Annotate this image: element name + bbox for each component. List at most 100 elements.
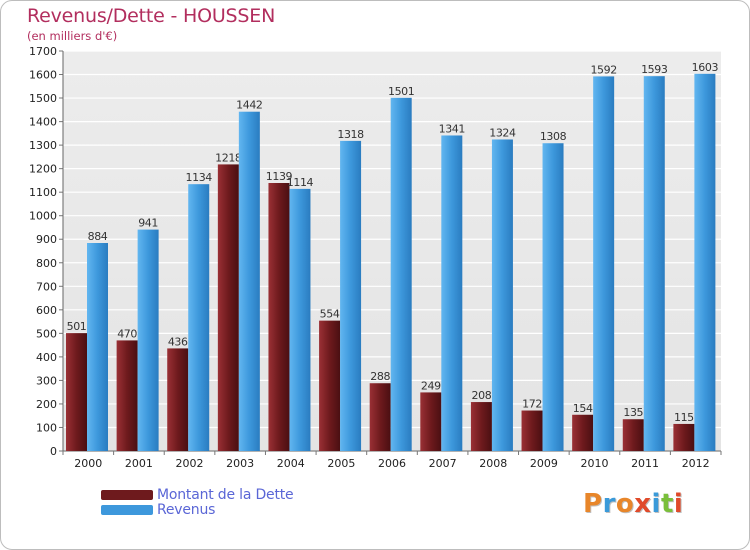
bar-revenus	[340, 140, 362, 451]
data-label-revenus: 884	[88, 230, 108, 243]
y-tick-label: 0	[50, 445, 57, 458]
bar-dette	[420, 392, 442, 451]
bar-revenus	[188, 184, 210, 452]
y-tick-label: 500	[36, 327, 57, 340]
data-label-dette: 154	[573, 402, 593, 415]
y-tick-label: 1300	[29, 139, 57, 152]
bar-revenus	[491, 139, 513, 451]
x-tick-label: 2007	[429, 457, 457, 470]
logo-letter: i	[651, 489, 661, 519]
y-tick-label: 400	[36, 351, 57, 364]
data-label-dette: 436	[168, 335, 188, 348]
proxiti-logo: Proxiti	[583, 489, 683, 519]
logo-letter: r	[602, 489, 616, 519]
y-tick-label: 1000	[29, 210, 57, 223]
y-tick-label: 1200	[29, 163, 57, 176]
legend-swatch-revenus	[101, 504, 153, 515]
bar-revenus	[137, 229, 159, 451]
bar-revenus	[289, 188, 311, 451]
data-label-revenus: 1308	[540, 130, 567, 143]
bar-dette	[622, 419, 644, 451]
bar-dette	[268, 183, 290, 451]
y-tick-label: 900	[36, 233, 57, 246]
y-tick-label: 800	[36, 257, 57, 270]
y-tick-label: 100	[36, 421, 57, 434]
y-tick-label: 300	[36, 374, 57, 387]
bar-dette	[521, 410, 543, 451]
y-tick-label: 600	[36, 304, 57, 317]
logo-letter: x	[634, 489, 652, 519]
logo-letter: o	[615, 489, 635, 519]
bar-dette	[673, 423, 695, 451]
logo-letter: i	[673, 489, 684, 519]
chart-subtitle: (en milliers d'€)	[27, 29, 118, 43]
data-label-revenus: 1592	[590, 63, 616, 76]
data-label-dette: 249	[421, 379, 441, 392]
data-label-revenus: 1318	[337, 128, 364, 141]
x-tick-label: 2005	[327, 457, 355, 470]
x-tick-label: 2008	[479, 457, 507, 470]
data-label-dette: 554	[320, 308, 340, 321]
data-label-dette: 135	[623, 406, 643, 419]
legend-item-revenus: Revenus	[101, 501, 216, 518]
y-tick-label: 1400	[29, 116, 57, 129]
x-tick-label: 2006	[378, 457, 406, 470]
x-tick-label: 2009	[530, 457, 558, 470]
x-tick-label: 2010	[580, 457, 608, 470]
legend-swatch-dette	[101, 489, 153, 500]
data-label-dette: 288	[370, 370, 390, 383]
data-label-revenus: 1442	[236, 99, 262, 112]
legend-item-dette: Montant de la Dette	[101, 486, 294, 503]
x-tick-label: 2004	[277, 457, 305, 470]
data-label-revenus: 1501	[388, 85, 414, 98]
bar-revenus	[593, 76, 615, 451]
y-tick-label: 1600	[29, 69, 57, 82]
y-tick-label: 700	[36, 280, 57, 293]
data-label-revenus: 1324	[489, 126, 516, 139]
logo-letter: P	[583, 489, 603, 519]
bar-revenus	[694, 73, 716, 451]
data-label-revenus: 1341	[439, 122, 465, 135]
data-label-dette: 208	[472, 389, 492, 402]
bar-dette	[470, 402, 492, 451]
y-tick-label: 1700	[29, 45, 57, 58]
bar-revenus	[87, 243, 108, 451]
legend-label-revenus: Revenus	[157, 501, 216, 518]
bar-dette	[319, 320, 341, 451]
chart-title: Revenus/Dette - HOUSSEN	[27, 5, 276, 27]
x-tick-label: 2012	[682, 457, 710, 470]
x-tick-label: 2011	[631, 457, 659, 470]
logo-letter: t	[660, 489, 674, 519]
data-label-dette: 470	[117, 327, 137, 340]
bar-dette	[572, 414, 594, 451]
x-tick-label: 2002	[176, 457, 204, 470]
y-tick-label: 1500	[29, 92, 57, 105]
data-label-revenus: 1114	[287, 176, 314, 189]
data-label-dette: 172	[522, 398, 542, 411]
y-tick-label: 200	[36, 398, 57, 411]
bar-dette	[217, 164, 239, 452]
data-label-dette: 1139	[266, 170, 293, 183]
data-label-revenus: 1134	[186, 171, 213, 184]
bar-dette	[116, 340, 138, 451]
data-label-revenus: 941	[138, 217, 158, 230]
legend-label-dette: Montant de la Dette	[157, 486, 294, 503]
data-label-dette: 1218	[215, 151, 242, 164]
data-label-dette: 501	[67, 320, 87, 333]
x-tick-label: 2000	[74, 457, 102, 470]
bar-revenus	[390, 97, 412, 451]
bar-dette	[66, 333, 87, 451]
bar-revenus	[441, 135, 463, 451]
data-label-dette: 115	[674, 411, 694, 424]
bar-dette	[167, 348, 189, 451]
bar-revenus	[643, 76, 665, 452]
data-label-revenus: 1603	[692, 61, 719, 74]
bar-revenus	[238, 111, 260, 452]
y-tick-label: 1100	[29, 186, 57, 199]
data-label-revenus: 1593	[641, 63, 668, 76]
bar-dette	[369, 383, 391, 451]
bar-revenus	[542, 143, 564, 451]
x-tick-label: 2003	[226, 457, 254, 470]
